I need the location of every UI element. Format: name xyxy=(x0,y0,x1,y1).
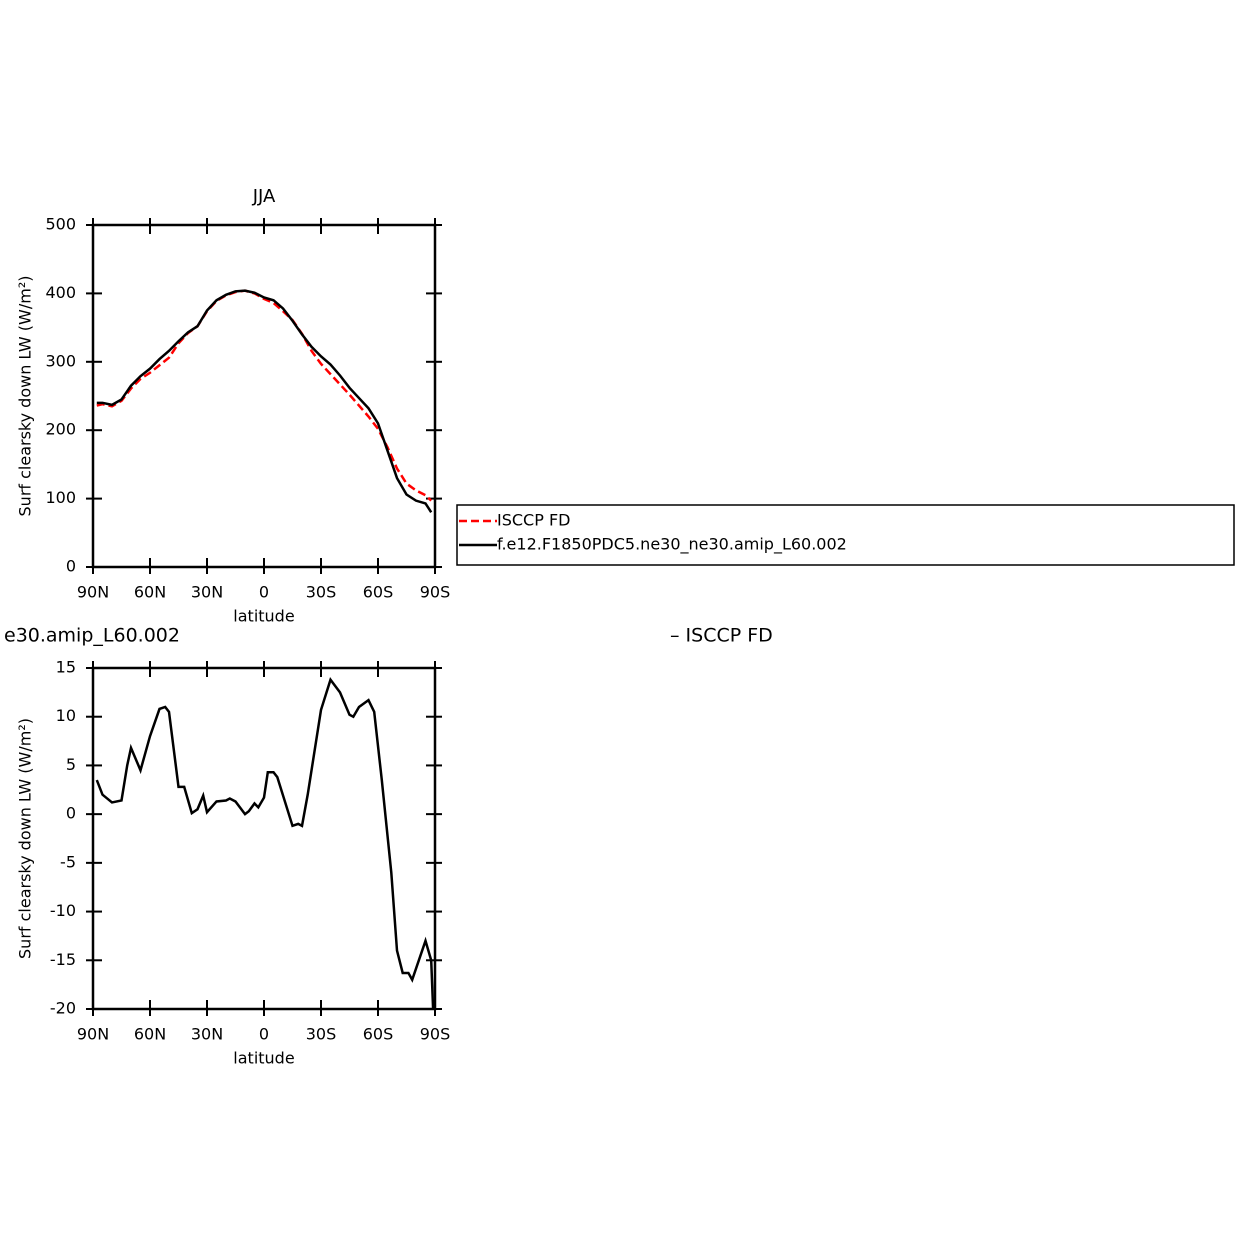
x-tick-label: 0 xyxy=(259,583,269,602)
x-tick-label: 0 xyxy=(259,1025,269,1044)
x-tick-label: 90N xyxy=(77,583,109,602)
y-tick-label: 0 xyxy=(66,557,76,576)
chart-title: JJA xyxy=(252,186,276,207)
legend-label: f.e12.F1850PDC5.ne30_ne30.amip_L60.002 xyxy=(497,535,847,555)
y-tick-label: -15 xyxy=(50,950,76,969)
x-tick-label: 60S xyxy=(363,583,394,602)
y-axis-title: Surf clearsky down LW (W/m²) xyxy=(16,276,35,517)
x-axis-title: latitude xyxy=(233,607,294,626)
y-tick-label: -10 xyxy=(50,901,76,920)
legend-box xyxy=(456,504,1235,566)
x-tick-label: 90S xyxy=(420,583,451,602)
y-tick-label: 0 xyxy=(66,804,76,823)
plot-frame xyxy=(91,666,437,1011)
x-tick-label: 60N xyxy=(134,1025,166,1044)
y-tick-label: -20 xyxy=(50,999,76,1018)
chart-title: e30.amip_L60.002 xyxy=(4,625,180,647)
plot-frame xyxy=(91,223,437,569)
x-tick-label: 30S xyxy=(306,1025,337,1044)
x-tick-label: 30N xyxy=(191,1025,223,1044)
y-tick-label: 100 xyxy=(45,488,76,507)
y-tick-label: 5 xyxy=(66,755,76,774)
x-tick-label: 30N xyxy=(191,583,223,602)
y-tick-label: 200 xyxy=(45,420,76,439)
y-tick-label: -5 xyxy=(60,852,76,871)
legend-label: ISCCP FD xyxy=(497,511,570,530)
data-line xyxy=(96,289,433,502)
x-tick-label: 90S xyxy=(420,1025,451,1044)
x-tick-label: 60N xyxy=(134,583,166,602)
y-tick-label: 500 xyxy=(45,215,76,234)
x-axis-title: latitude xyxy=(233,1049,294,1068)
x-tick-label: 90N xyxy=(77,1025,109,1044)
annotation: – ISCCP FD xyxy=(670,625,773,647)
data-line xyxy=(95,676,435,1010)
x-tick-label: 60S xyxy=(363,1025,394,1044)
data-line xyxy=(96,289,433,513)
y-tick-label: 15 xyxy=(56,658,76,677)
y-tick-label: 400 xyxy=(45,283,76,302)
y-axis-title: Surf clearsky down LW (W/m²) xyxy=(16,718,35,959)
y-tick-label: 300 xyxy=(45,351,76,370)
x-tick-label: 30S xyxy=(306,583,337,602)
y-tick-label: 10 xyxy=(56,706,76,725)
